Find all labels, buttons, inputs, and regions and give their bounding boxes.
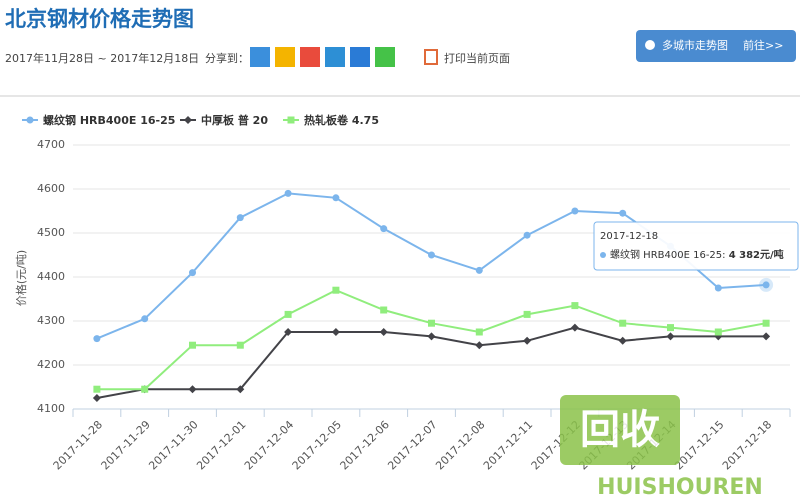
watermark-logo: 回收	[580, 407, 660, 453]
data-point	[236, 385, 245, 394]
x-tick-label: 2017-12-06	[338, 418, 392, 472]
data-point	[92, 394, 101, 402]
data-point	[93, 385, 101, 393]
x-tick-label: 2017-11-28	[51, 418, 105, 472]
watermark-logo-box	[560, 395, 680, 465]
tooltip-date: 2017-12-18	[600, 231, 658, 242]
data-point	[475, 266, 483, 274]
tooltip-dot	[600, 252, 606, 258]
data-point	[667, 324, 674, 332]
data-point	[332, 286, 340, 294]
data-point	[380, 306, 388, 314]
city-button[interactable]	[636, 30, 796, 62]
x-tick-label: 2017-12-01	[194, 418, 248, 472]
data-point	[619, 209, 627, 217]
x-tick-label: 2017-12-18	[720, 418, 774, 472]
data-point	[379, 328, 388, 336]
share-icons[interactable]	[250, 47, 395, 67]
y-tick-label: 4200	[37, 358, 65, 371]
y-tick-label: 4600	[37, 182, 65, 195]
tooltip-box	[593, 221, 799, 271]
legend-marker	[26, 116, 34, 124]
data-point	[189, 269, 196, 277]
x-tick-label: 2017-11-30	[146, 418, 200, 472]
data-point	[428, 251, 435, 259]
data-point	[666, 332, 675, 341]
share-label: 分享到：	[205, 51, 249, 65]
data-point	[571, 207, 579, 215]
y-tick-label: 4700	[37, 138, 65, 151]
tooltip-series: 螺纹钢 HRB400E 16-25:	[610, 248, 729, 261]
legend-label: 热轧板卷 4.75	[304, 113, 379, 127]
data-point	[762, 319, 770, 327]
data-point	[284, 310, 292, 318]
data-point	[714, 284, 722, 292]
data-point	[380, 225, 388, 233]
data-point	[762, 281, 770, 289]
share-icon[interactable]	[375, 47, 395, 67]
share-icon[interactable]	[300, 47, 320, 67]
data-point	[571, 302, 579, 310]
data-point	[619, 319, 627, 327]
share-icon[interactable]	[350, 47, 370, 67]
tooltip-label: 螺纹钢 HRB400E 16-25: 4 382元/吨	[610, 248, 784, 261]
y-tick-label: 4400	[37, 270, 65, 283]
data-point	[236, 341, 244, 349]
x-tick-label: 2017-12-08	[433, 418, 487, 472]
y-tick-label: 4500	[37, 226, 65, 239]
share-icon[interactable]	[275, 47, 295, 67]
x-tick-label: 2017-12-11	[481, 418, 535, 472]
data-point	[475, 328, 483, 336]
date-range: 2017年11月28日 ~ 2017年12月18日	[5, 51, 199, 65]
print-icon[interactable]	[424, 49, 438, 65]
hover-halo	[759, 277, 774, 292]
data-point	[188, 385, 197, 394]
data-point	[475, 341, 484, 350]
data-point	[331, 328, 340, 336]
data-point	[284, 328, 293, 336]
print-link[interactable]: 打印当前页面	[444, 51, 510, 65]
data-point	[189, 341, 196, 349]
share-icon[interactable]	[325, 47, 345, 67]
x-tick-label: 2017-12-05	[290, 418, 344, 472]
data-point	[523, 310, 531, 318]
share-icon[interactable]	[250, 47, 270, 67]
y-tick-label: 4100	[37, 402, 65, 415]
y-axis-label: 价格(元/吨)	[14, 250, 28, 306]
watermark-text: HUISHOUREN	[597, 475, 763, 500]
legend-marker	[287, 116, 295, 124]
data-point	[762, 332, 771, 341]
data-point	[427, 332, 436, 341]
legend-label: 螺纹钢 HRB400E 16-25	[43, 113, 175, 127]
data-point	[236, 214, 244, 222]
tooltip-value: 4 382元/吨	[729, 248, 784, 261]
data-point	[428, 319, 435, 327]
data-point	[141, 315, 149, 323]
watermark: 回收 HUISHOUREN	[560, 395, 763, 500]
page-title: 北京钢材价格走势图	[5, 7, 194, 31]
button-text[interactable]: 多城市走势图	[662, 38, 728, 52]
data-point	[618, 336, 627, 345]
data-point	[523, 336, 532, 345]
data-point	[714, 328, 722, 336]
data-point	[332, 194, 340, 202]
data-point	[570, 323, 579, 332]
x-tick-label: 2017-12-07	[385, 418, 439, 472]
y-tick-label: 4300	[37, 314, 65, 327]
x-tick-label: 2017-12-15	[672, 418, 726, 472]
data-point	[141, 385, 149, 393]
pin-icon	[645, 40, 655, 50]
data-point	[523, 231, 531, 239]
legend-label: 中厚板 普 20	[201, 113, 268, 127]
legend-marker	[184, 116, 192, 124]
button-link[interactable]: 前往>>	[743, 38, 783, 52]
x-tick-label: 2017-12-04	[242, 418, 296, 472]
data-point	[284, 189, 292, 197]
data-point	[93, 335, 101, 343]
x-tick-label: 2017-11-29	[99, 418, 153, 472]
